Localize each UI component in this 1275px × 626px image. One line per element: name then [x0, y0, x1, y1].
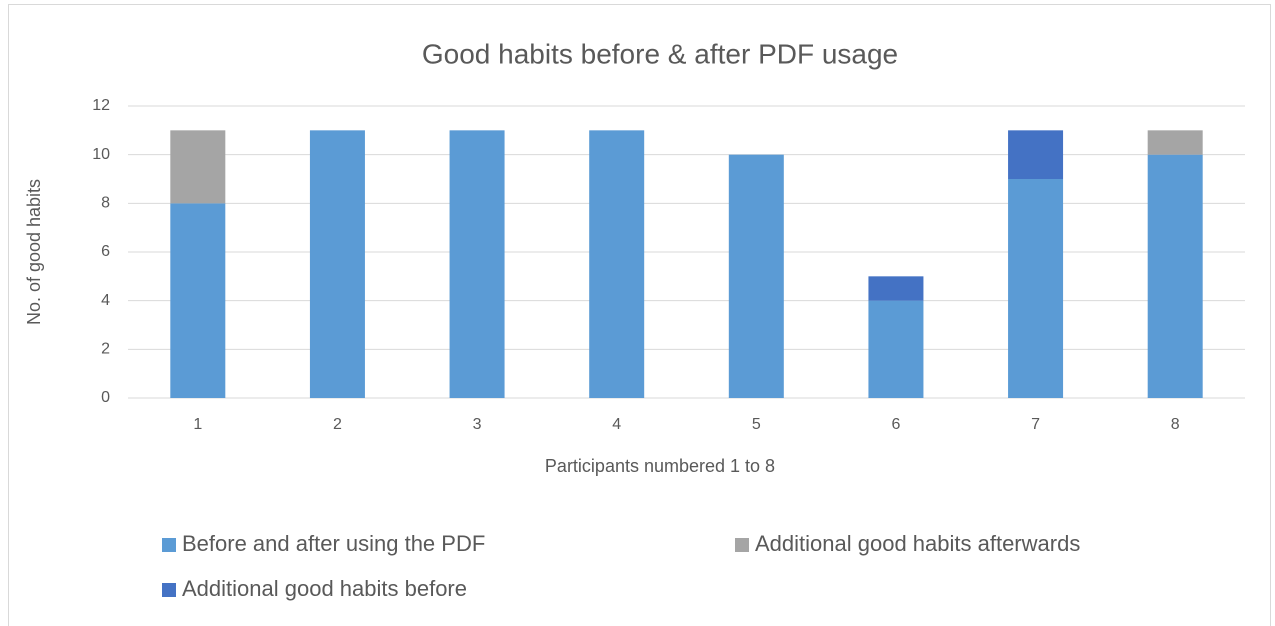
bar-segment	[868, 276, 924, 301]
y-tick-label: 0	[101, 389, 110, 406]
bar-segment	[1147, 154, 1203, 398]
bar-segment	[589, 130, 645, 399]
x-tick-label: 8	[1171, 416, 1180, 433]
x-tick-label: 5	[752, 416, 761, 433]
x-tick-label: 7	[1031, 416, 1040, 433]
x-tick-label: 1	[193, 416, 202, 433]
y-tick-label: 12	[92, 97, 110, 114]
x-tick-label: 6	[891, 416, 900, 433]
legend-label: Additional good habits before	[182, 576, 467, 601]
y-tick-label: 8	[101, 195, 110, 212]
legend-label: Before and after using the PDF	[182, 531, 485, 556]
y-axis-title: No. of good habits	[24, 179, 44, 325]
x-tick-label: 2	[333, 416, 342, 433]
bar-segment	[449, 130, 505, 399]
chart-title: Good habits before & after PDF usage	[422, 38, 898, 69]
y-tick-label: 6	[101, 243, 110, 260]
legend-label: Additional good habits afterwards	[755, 531, 1080, 556]
bar-segment	[309, 130, 365, 399]
legend-swatch	[735, 538, 749, 552]
legend-swatch	[162, 583, 176, 597]
bar-segment	[1147, 130, 1203, 155]
x-axis-title: Participants numbered 1 to 8	[545, 456, 775, 476]
bar-segment	[868, 300, 924, 398]
bar-segment	[170, 203, 226, 398]
y-tick-label: 4	[101, 292, 110, 309]
x-tick-label: 4	[612, 416, 621, 433]
bar-segment	[728, 154, 784, 398]
legend-swatch	[162, 538, 176, 552]
y-tick-label: 10	[92, 146, 110, 163]
y-tick-label: 2	[101, 341, 110, 358]
bar-segment	[1008, 130, 1064, 179]
bar-segment	[1008, 179, 1064, 398]
bar-segment	[170, 130, 226, 204]
x-tick-label: 3	[473, 416, 482, 433]
